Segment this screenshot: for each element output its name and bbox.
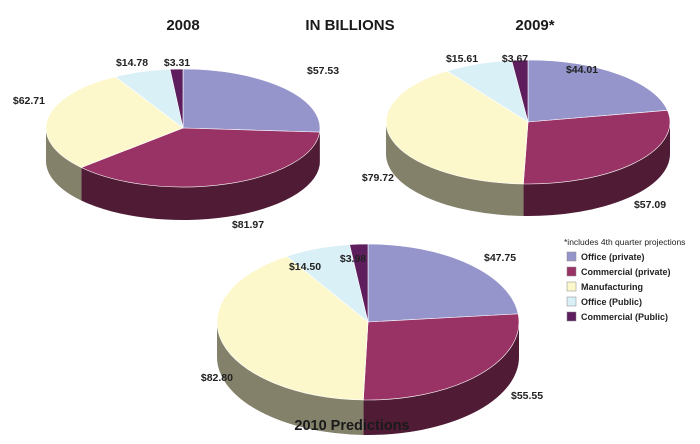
pie-slice-commercial-public (349, 243, 369, 323)
header-title: IN BILLIONS (305, 17, 394, 34)
footnote: *includes 4th quarter projections (564, 237, 685, 247)
legend-item-commercial-public: Commercial (Public) (566, 311, 668, 322)
data-label-office-public: $14.50 (289, 261, 321, 273)
legend-label: Commercial (private) (581, 267, 671, 277)
pie-slice-office-private (527, 59, 668, 123)
pie-slice-commercial-private (80, 127, 321, 188)
data-label-commercial-public: $3.31 (164, 57, 190, 69)
data-label-commercial-private: $81.97 (232, 219, 264, 231)
pie-slice-manufacturing (216, 255, 369, 401)
pie-2010-predictions: $47.75 $55.55 $82.80 $14.50 $3.98 2010 Predic… (201, 243, 543, 435)
pie-side-commercial-private (523, 122, 670, 216)
legend-swatch (566, 296, 577, 307)
legend-swatch (566, 281, 577, 292)
legend-label: Commercial (Public) (581, 312, 668, 322)
legend-label: Office (Public) (581, 297, 642, 307)
data-label-manufacturing: $79.72 (362, 172, 394, 184)
data-label-office-private: $44.01 (566, 64, 598, 76)
pie-2009: $44.01 $57.09 $79.72 $15.61 $3.67 2009* (362, 17, 671, 216)
legend: Office (private) Commercial (private) Manu… (566, 251, 671, 322)
legend-item-office-private: Office (private) (566, 251, 645, 262)
data-label-manufacturing: $62.71 (13, 95, 45, 107)
pie-slice-commercial-public (511, 59, 529, 123)
pie-slice-office-private (182, 68, 321, 133)
data-label-commercial-public: $3.67 (502, 53, 528, 65)
data-label-manufacturing: $82.80 (201, 372, 233, 384)
data-label-commercial-private: $57.09 (634, 199, 666, 211)
pie-2008: $57.53 $81.97 $62.71 $14.78 $3.31 2008 (13, 17, 339, 231)
pie-side-manufacturing (46, 128, 82, 201)
data-label-commercial-public: $3.98 (340, 253, 366, 265)
pie-title: 2008 (166, 17, 199, 34)
legend-swatch (566, 266, 577, 277)
legend-item-office-public: Office (Public) (566, 296, 642, 307)
pie-slice-commercial-private (522, 110, 671, 185)
pie-side-manufacturing (217, 322, 364, 435)
legend-label: Manufacturing (581, 282, 643, 292)
legend-swatch (566, 311, 577, 322)
pie-title: 2009* (515, 17, 554, 34)
pie-slice-commercial-public (169, 68, 184, 129)
pie-side-commercial-private (81, 132, 320, 220)
legend-label: Office (private) (581, 252, 645, 262)
pie-slice-manufacturing (385, 70, 529, 185)
pie-title: 2010 Predictions (294, 418, 409, 434)
data-label-commercial-private: $55.55 (511, 390, 543, 402)
data-label-office-private: $47.75 (484, 252, 516, 264)
data-label-office-public: $14.78 (116, 57, 148, 69)
pie-slice-manufacturing (45, 76, 184, 168)
pie-side-manufacturing (386, 122, 524, 216)
pie-side-commercial-private (363, 322, 519, 435)
pie-slice-commercial-private (362, 313, 520, 401)
legend-item-manufacturing: Manufacturing (566, 281, 643, 292)
legend-item-commercial-private: Commercial (private) (566, 266, 671, 277)
data-label-office-public: $15.61 (446, 53, 478, 65)
legend-swatch (566, 251, 577, 262)
data-label-office-private: $57.53 (307, 65, 339, 77)
pie-slice-office-private (367, 243, 519, 323)
